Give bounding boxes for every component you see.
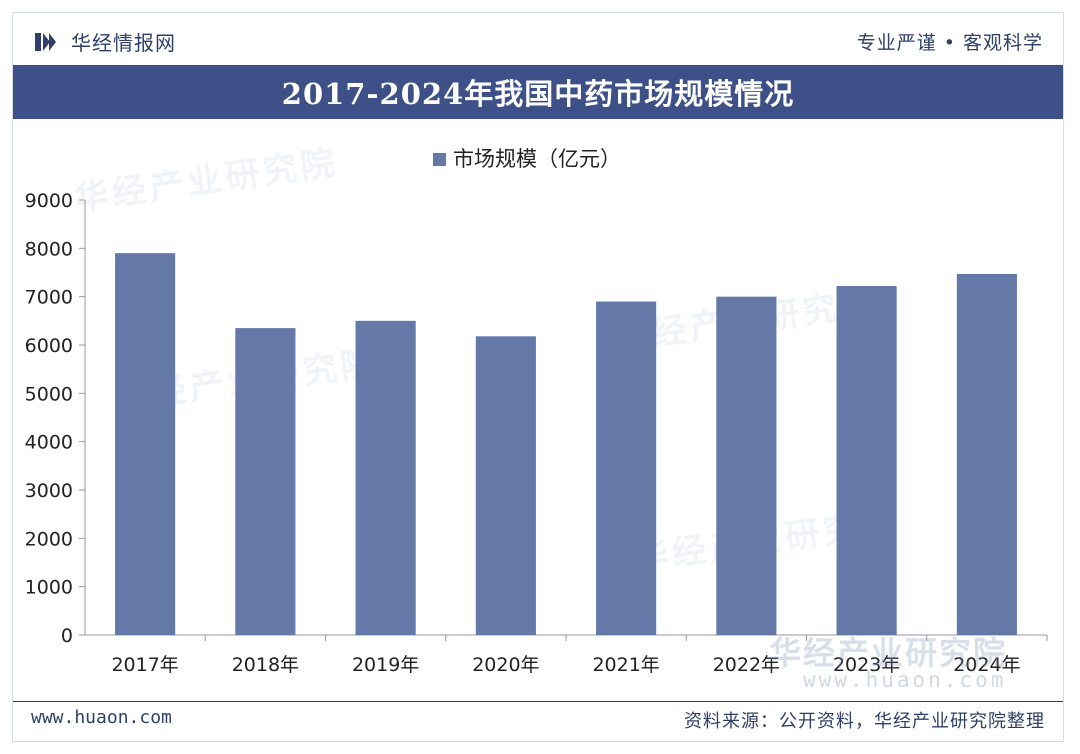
bar-chart: 市场规模（亿元） 0 1000 2000 3000 4000 5000 6000 7000 800… bbox=[25, 147, 1048, 676]
y-tick-label: 0 bbox=[61, 625, 73, 647]
bar bbox=[355, 320, 416, 635]
top-bar: 华经情报网 专业严谨 • 客观科学 bbox=[13, 13, 1063, 63]
legend-swatch bbox=[433, 153, 446, 166]
x-tick-label: 2022年 bbox=[713, 654, 780, 676]
y-tick-label: 3000 bbox=[25, 480, 73, 502]
x-tick-label: 2020年 bbox=[472, 654, 539, 676]
brand-logo: 华经情报网 bbox=[35, 27, 176, 56]
y-tick-label: 6000 bbox=[25, 335, 73, 357]
footer-source: 资料来源：公开资料，华经产业研究院整理 bbox=[684, 711, 1045, 732]
x-tick-label: 2017年 bbox=[111, 654, 178, 676]
brand-mark-icon bbox=[35, 32, 56, 51]
y-tick-label: 1000 bbox=[25, 577, 73, 599]
y-tick-label: 7000 bbox=[25, 287, 73, 309]
chart-title: 2017-2024年我国中药市场规模情况 bbox=[281, 77, 795, 111]
slogan: 专业严谨 • 客观科学 bbox=[856, 32, 1043, 54]
x-tick-label: 2021年 bbox=[592, 654, 659, 676]
bar bbox=[836, 286, 897, 635]
y-tick-label: 4000 bbox=[25, 432, 73, 454]
y-tick-label: 2000 bbox=[25, 528, 73, 550]
chart-card: 华经情报网 专业严谨 • 客观科学 2017-2024年我国中药市场规模情况 华… bbox=[12, 12, 1064, 742]
x-tick-label: 2019年 bbox=[352, 654, 419, 676]
bar bbox=[956, 273, 1017, 635]
watermark-url: www.huaon.com bbox=[803, 668, 1007, 692]
x-tick-label: 2024年 bbox=[953, 654, 1020, 676]
x-tick-label: 2023年 bbox=[833, 654, 900, 676]
y-tick-label: 8000 bbox=[25, 238, 73, 260]
bar bbox=[475, 336, 536, 635]
bar bbox=[596, 301, 657, 635]
legend-label: 市场规模（亿元） bbox=[453, 147, 621, 171]
title-bar: 2017-2024年我国中药市场规模情况 bbox=[13, 65, 1063, 119]
bar bbox=[716, 296, 777, 635]
watermark-brand: 华经产业研究院 bbox=[769, 634, 1008, 672]
bar bbox=[115, 253, 176, 635]
footer-divider bbox=[13, 701, 1063, 702]
y-tick-label: 5000 bbox=[25, 383, 73, 405]
site-name: 华经情报网 bbox=[71, 31, 176, 55]
bar bbox=[235, 328, 296, 635]
y-tick-label: 9000 bbox=[25, 190, 73, 212]
footer-website: www.huaon.com bbox=[31, 707, 172, 728]
x-tick-label: 2018年 bbox=[232, 654, 299, 676]
